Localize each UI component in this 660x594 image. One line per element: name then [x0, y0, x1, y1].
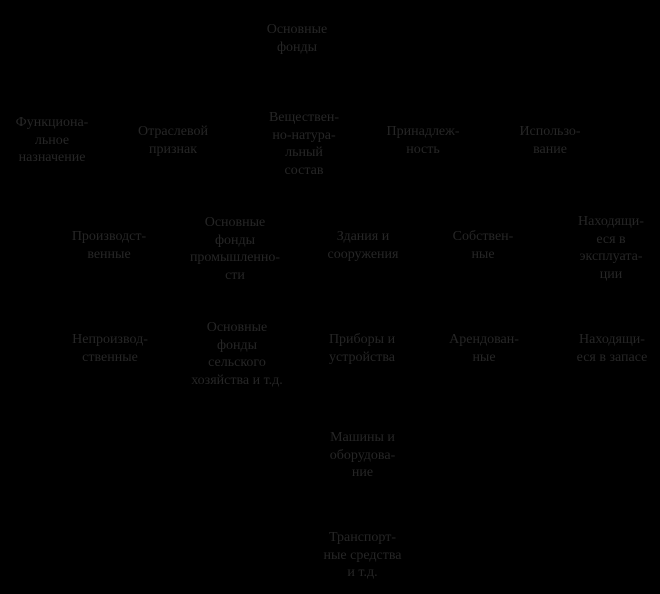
category-agriculture-fixed-assets: Основные фонды сельского хозяйства и т.д…	[191, 320, 283, 388]
category-buildings-and-structures: Здания и сооружения	[327, 229, 399, 262]
criterion-material-composition: Веществен- но-натура- льный состав	[268, 110, 340, 178]
criterion-industry-attribute: Отраслевой признак	[137, 124, 209, 157]
category-non-production-assets: Непроизвод- ственные	[72, 332, 148, 365]
diagram-title-fixed-assets: Основные фонды	[266, 22, 328, 55]
category-machines-and-equipment: Машины и оборудова- ние	[329, 430, 396, 480]
criterion-usage: Использо- вание	[519, 124, 581, 157]
category-in-reserve: Находящи- еся в запасе	[576, 332, 648, 365]
category-rented-assets: Арендован- ные	[449, 332, 519, 365]
criterion-functional-purpose: Функциона- льное назначение	[15, 115, 89, 165]
category-devices-and-apparatus: Приборы и устройства	[328, 332, 396, 365]
category-production-assets: Производст- венные	[71, 229, 147, 262]
category-owned-assets: Собствен- ные	[452, 229, 514, 262]
category-industry-fixed-assets: Основные фонды промышленно- сти	[189, 215, 281, 283]
category-in-operation: Находящи- еся в эксплуата- ции	[578, 214, 644, 282]
criterion-ownership: Принадлеж- ность	[386, 124, 460, 157]
category-transport-vehicles: Транспорт- ные средства и т.д.	[323, 530, 402, 580]
